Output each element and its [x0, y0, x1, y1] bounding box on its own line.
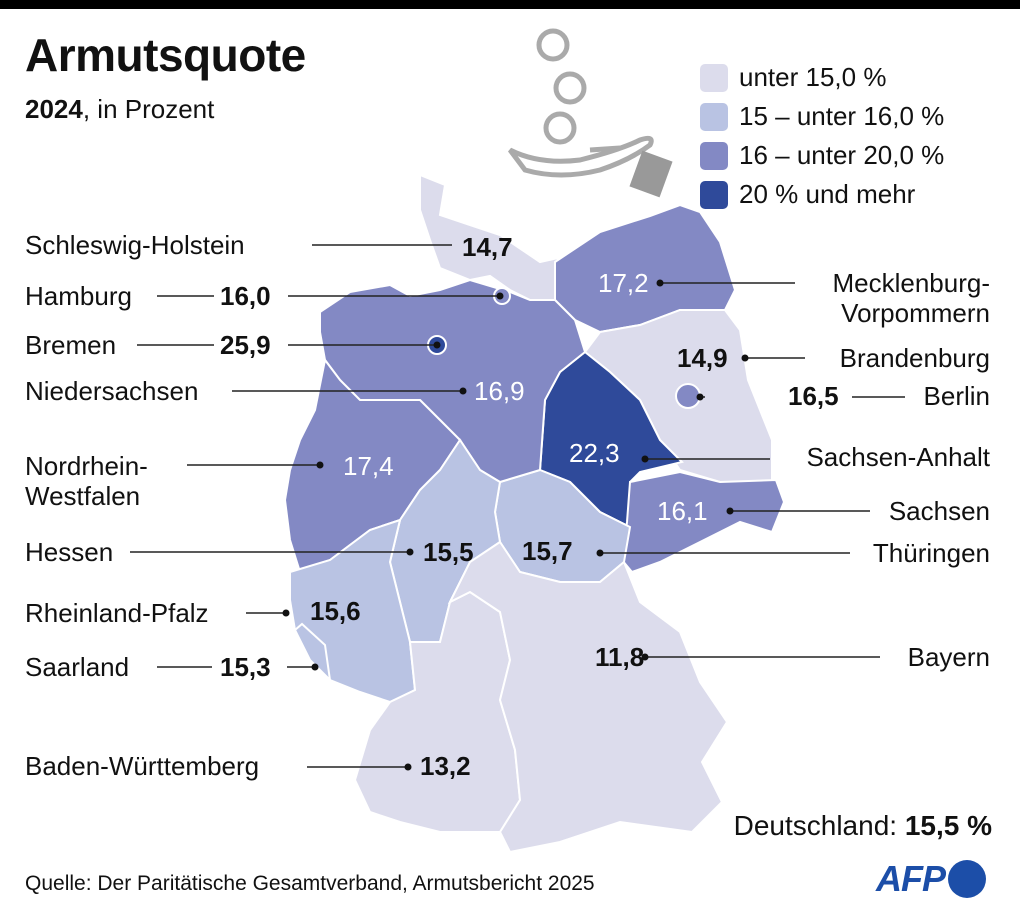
value-sachsen: 16,1 [657, 496, 708, 526]
leader-dots [282, 279, 749, 771]
region-bayern [447, 540, 729, 854]
legend: unter 15,0 % 15 – unter 16,0 % 16 – unte… [700, 58, 944, 214]
label-rheinland-pfalz: Rheinland-Pfalz [25, 598, 209, 628]
value-baden-wuerttemberg: 13,2 [420, 751, 471, 781]
legend-swatch [700, 180, 728, 209]
title: Armutsquote [25, 29, 306, 81]
value-brandenburg: 14,9 [677, 343, 728, 373]
label-bayern: Bayern [907, 642, 990, 672]
value-nordrhein-westfalen: 17,4 [343, 451, 394, 481]
label-bremen: Bremen [25, 330, 117, 360]
legend-item: 16 – unter 20,0 % [700, 136, 944, 175]
value-bremen: 25,9 [220, 330, 271, 360]
subtitle-text: , in Prozent [82, 94, 215, 124]
legend-label: unter 15,0 % [739, 62, 887, 92]
value-hamburg: 16,0 [220, 281, 271, 311]
label-nordrhein-westfalen-2: Westfalen [25, 481, 141, 511]
subtitle: 2024, in Prozent [25, 94, 214, 125]
value-bayern: 11,8 [595, 642, 645, 672]
source-note: Quelle: Der Paritätische Gesamtverband, … [25, 872, 595, 895]
value-rheinland-pfalz: 15,6 [310, 596, 361, 626]
label-hamburg: Hamburg [25, 281, 132, 311]
label-brandenburg: Brandenburg [839, 343, 990, 373]
afp-logo-text: AFP [876, 858, 946, 899]
region-berlin [675, 383, 701, 409]
label-baden-wuerttemberg: Baden-Württemberg [25, 751, 260, 781]
legend-item: unter 15,0 % [700, 58, 944, 97]
coins-hand-icon [508, 28, 673, 198]
value-thueringen: 15,7 [522, 536, 573, 566]
leader-lines [130, 244, 905, 768]
total-label: Deutschland: [733, 810, 905, 841]
label-mecklenburg-vorpommern-1: Mecklenburg- [832, 268, 990, 298]
value-mecklenburg-vorpommern: 17,2 [598, 268, 649, 298]
legend-swatch [700, 141, 728, 170]
label-mecklenburg-vorpommern-2: Vorpommern [841, 298, 990, 328]
legend-label: 20 % und mehr [739, 179, 916, 209]
label-schleswig-holstein: Schleswig-Holstein [25, 230, 245, 260]
legend-label: 15 – unter 16,0 % [739, 101, 945, 131]
label-sachsen: Sachsen [888, 496, 990, 526]
value-niedersachsen: 16,9 [474, 376, 525, 406]
value-berlin: 16,5 [788, 381, 839, 411]
subtitle-year: 2024 [25, 94, 83, 124]
legend-item: 20 % und mehr [700, 175, 944, 214]
value-sachsen-anhalt: 22,3 [569, 438, 620, 468]
top-bar [0, 0, 1020, 9]
legend-swatch [700, 102, 728, 131]
value-saarland: 15,3 [220, 652, 271, 682]
legend-label: 16 – unter 20,0 % [739, 140, 945, 170]
label-hessen: Hessen [25, 537, 114, 567]
value-schleswig-holstein: 14,7 [462, 232, 513, 262]
label-thueringen: Thüringen [872, 538, 990, 568]
legend-swatch [700, 63, 728, 92]
label-saarland: Saarland [25, 652, 130, 682]
total-value: 15,5 % [904, 810, 992, 841]
legend-item: 15 – unter 16,0 % [700, 97, 944, 136]
value-hessen: 15,5 [423, 537, 474, 567]
label-berlin: Berlin [923, 381, 990, 411]
germany-total: Deutschland: 15,5 % [734, 810, 992, 842]
region-saarland [293, 622, 332, 683]
label-nordrhein-westfalen-1: Nordrhein- [25, 451, 148, 481]
label-niedersachsen: Niedersachsen [25, 376, 199, 406]
afp-logo: AFP [876, 858, 986, 900]
afp-logo-circle [948, 860, 986, 898]
label-sachsen-anhalt: Sachsen-Anhalt [806, 442, 990, 472]
region-mecklenburg-vorpommern [554, 203, 737, 334]
